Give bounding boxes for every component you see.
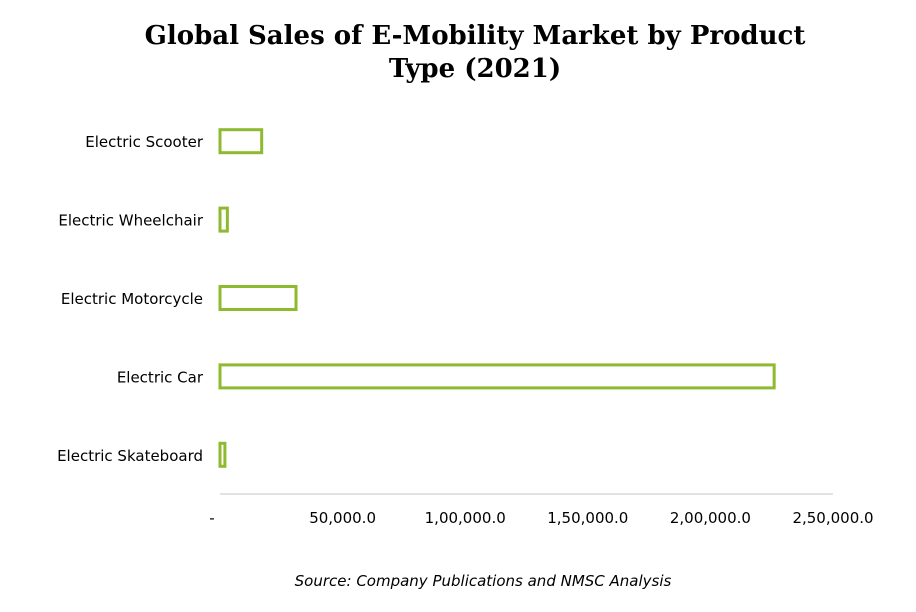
x-tick-label: 1,50,000.0: [547, 509, 628, 527]
x-tick-label: 2,00,000.0: [670, 509, 751, 527]
category-label: Electric Car: [117, 368, 204, 386]
category-label: Electric Skateboard: [57, 447, 203, 465]
x-tick-label: 1,00,000.0: [425, 509, 506, 527]
bar-electric-car: [218, 363, 776, 390]
bars-group: [218, 128, 776, 468]
x-tick-label: -: [209, 509, 214, 527]
bar-electric-motorcycle: [218, 285, 298, 311]
category-labels-group: Electric Scooter Electric Wheelchair Elect…: [57, 133, 204, 465]
x-tick-labels-group: - 50,000.0 1,00,000.0 1,50,000.0 2,00,000.0 2…: [209, 509, 873, 527]
category-label: Electric Motorcycle: [61, 290, 203, 308]
chart-title: Global Sales of E-Mobility Market by Pro…: [144, 21, 806, 84]
category-label: Electric Wheelchair: [58, 212, 203, 230]
source-note: Source: Company Publications and NMSC An…: [294, 572, 672, 590]
bar-electric-scooter: [218, 128, 264, 155]
bar-electric-skateboard: [218, 441, 227, 468]
category-label: Electric Scooter: [85, 133, 204, 151]
x-tick-label: 2,50,000.0: [792, 509, 873, 527]
bar-electric-wheelchair: [218, 206, 229, 233]
x-tick-label: 50,000.0: [309, 509, 376, 527]
